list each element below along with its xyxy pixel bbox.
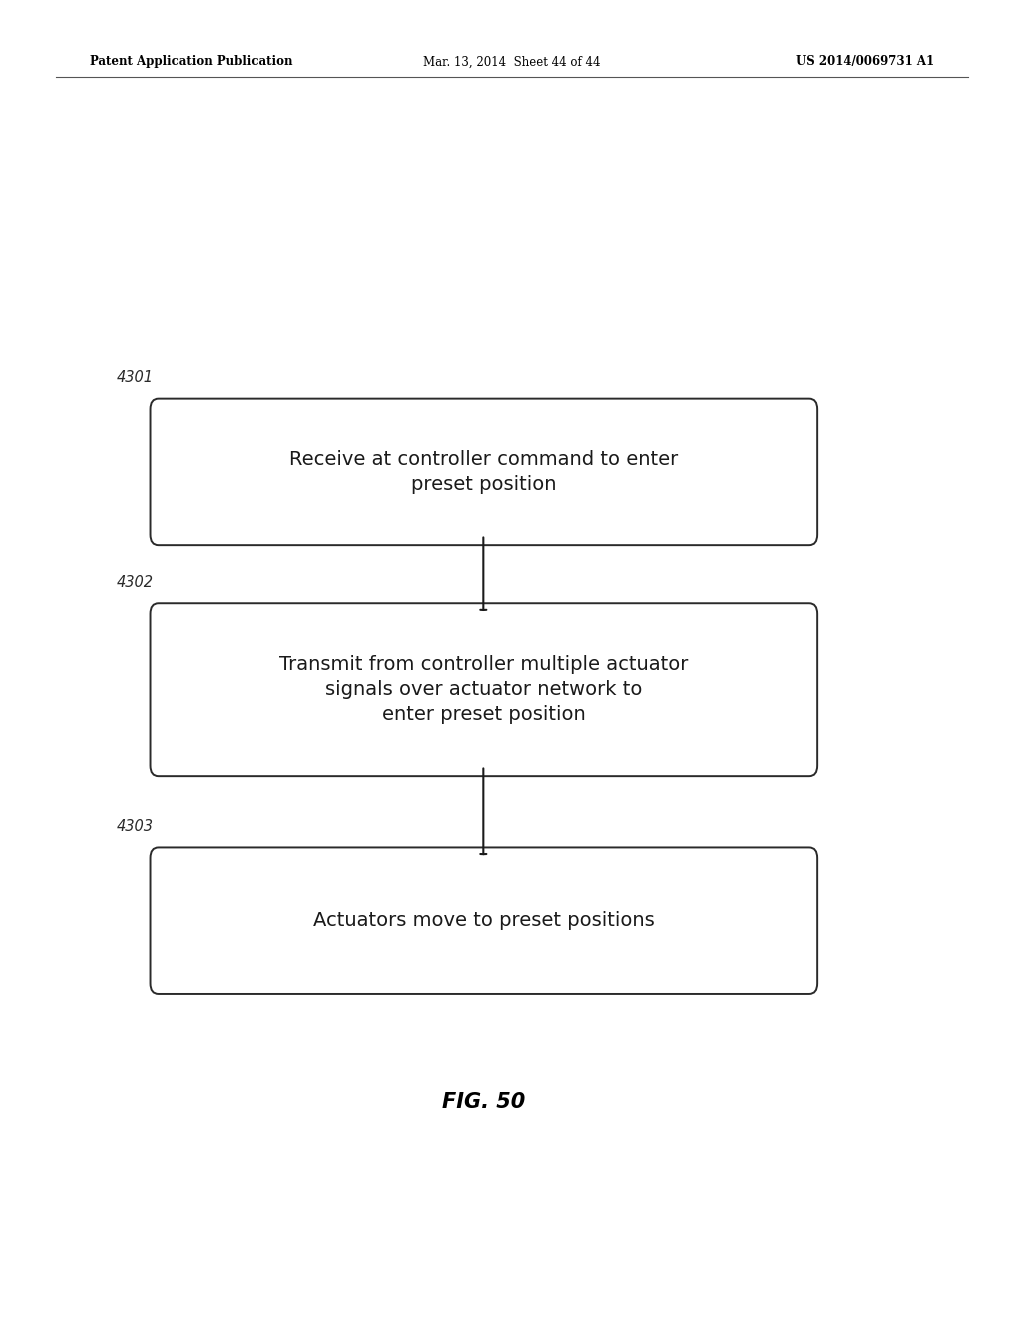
Text: Actuators move to preset positions: Actuators move to preset positions xyxy=(313,911,654,931)
Text: Patent Application Publication: Patent Application Publication xyxy=(90,55,293,69)
Text: FIG. 50: FIG. 50 xyxy=(441,1092,525,1113)
Text: US 2014/0069731 A1: US 2014/0069731 A1 xyxy=(796,55,934,69)
Text: 4302: 4302 xyxy=(117,576,154,590)
Text: Mar. 13, 2014  Sheet 44 of 44: Mar. 13, 2014 Sheet 44 of 44 xyxy=(423,55,601,69)
FancyBboxPatch shape xyxy=(151,603,817,776)
FancyBboxPatch shape xyxy=(151,847,817,994)
Text: Receive at controller command to enter
preset position: Receive at controller command to enter p… xyxy=(289,450,679,494)
FancyBboxPatch shape xyxy=(151,399,817,545)
Text: 4303: 4303 xyxy=(117,820,154,834)
Text: Transmit from controller multiple actuator
signals over actuator network to
ente: Transmit from controller multiple actuat… xyxy=(280,655,688,725)
Text: 4301: 4301 xyxy=(117,371,154,385)
